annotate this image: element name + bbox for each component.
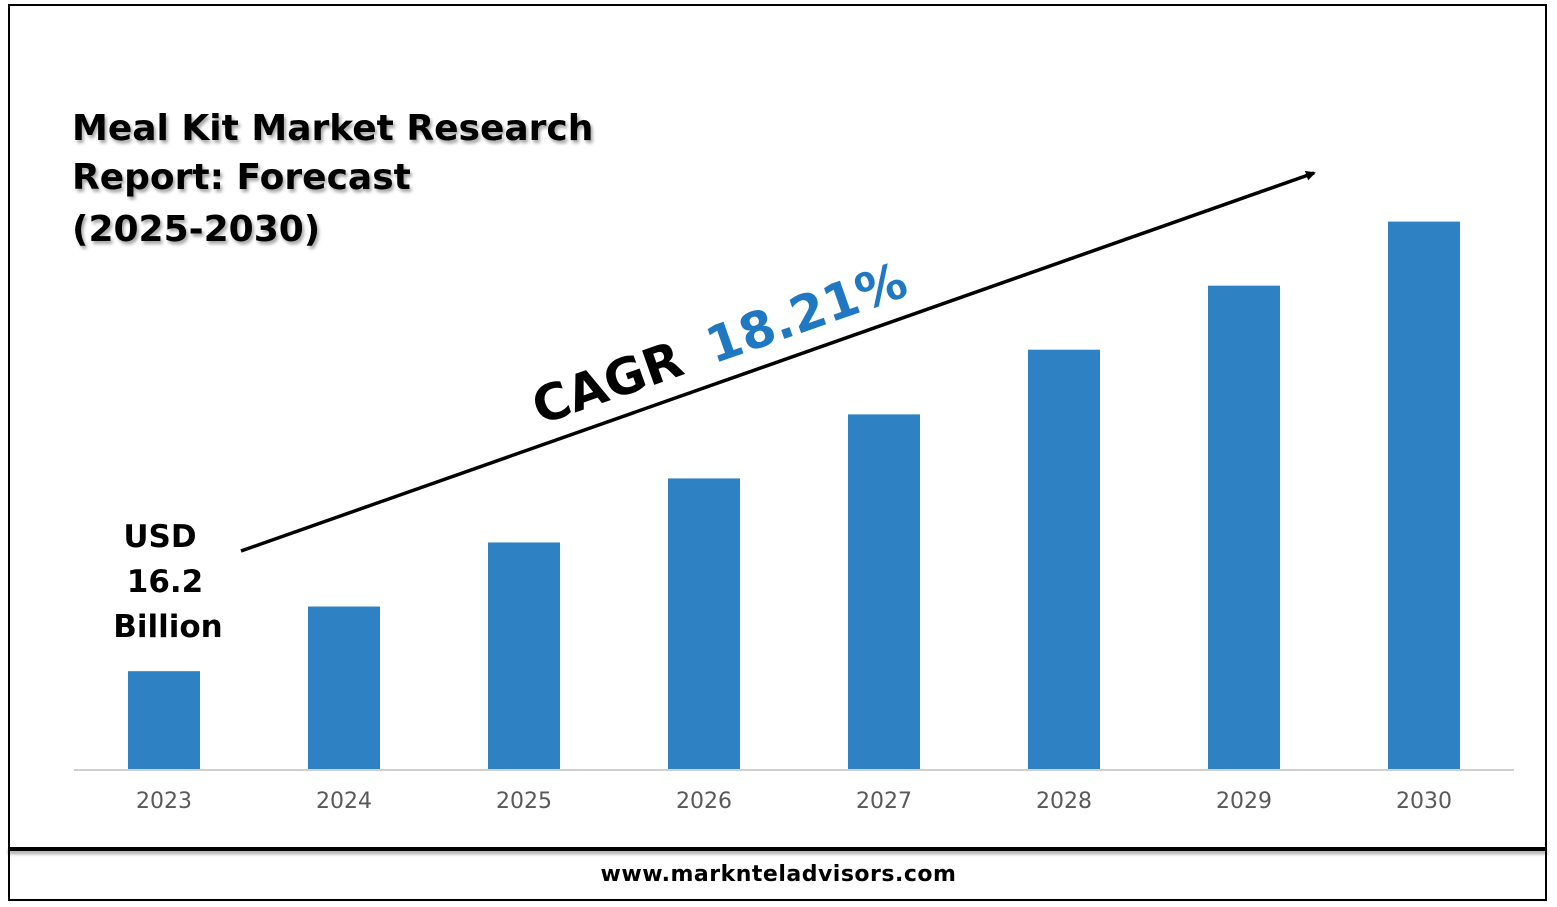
x-tick-2025: 2025 <box>496 789 552 814</box>
bar-2027 <box>848 414 920 770</box>
title-line-1: Meal Kit Market Research <box>72 108 593 149</box>
start-value-line-3: Billion <box>113 609 223 645</box>
x-tick-2030: 2030 <box>1396 789 1452 814</box>
cagr-annotation: CAGR 18.21% <box>525 251 915 436</box>
chart-frame <box>8 4 1547 901</box>
x-tick-2028: 2028 <box>1036 789 1092 814</box>
footer-url[interactable]: www.marknteladvisors.com <box>600 862 957 887</box>
bar-2025 <box>488 542 560 770</box>
start-value-label: USD 16.2 Billion <box>113 519 223 645</box>
bar-2023 <box>128 671 200 770</box>
footer-divider <box>8 847 1547 851</box>
x-tick-2026: 2026 <box>676 789 732 814</box>
start-value-line-2: 16.2 <box>127 564 204 600</box>
x-tick-2029: 2029 <box>1216 789 1272 814</box>
start-value-line-1: USD <box>123 519 196 555</box>
bar-2028 <box>1028 349 1100 770</box>
bar-series <box>128 221 1460 771</box>
bar-2024 <box>308 606 380 770</box>
x-axis-ticks: 2023 2024 2025 2026 2027 2028 2029 2030 <box>136 789 1452 814</box>
cagr-value: 18.21% <box>699 251 915 375</box>
bar-2030 <box>1388 221 1460 771</box>
x-tick-2027: 2027 <box>856 789 912 814</box>
title-line-3: (2025-2030) <box>72 209 320 250</box>
chart-title: Meal Kit Market Research Report: Forecas… <box>72 108 593 250</box>
x-tick-2024: 2024 <box>316 789 372 814</box>
bar-2029 <box>1208 285 1280 770</box>
bar-2026 <box>668 478 740 770</box>
growth-arrow <box>240 170 1316 553</box>
x-tick-2023: 2023 <box>136 789 192 814</box>
svg-text:CAGR 18.21%: CAGR 18.21% <box>525 251 915 436</box>
title-line-2: Report: Forecast <box>72 157 411 198</box>
